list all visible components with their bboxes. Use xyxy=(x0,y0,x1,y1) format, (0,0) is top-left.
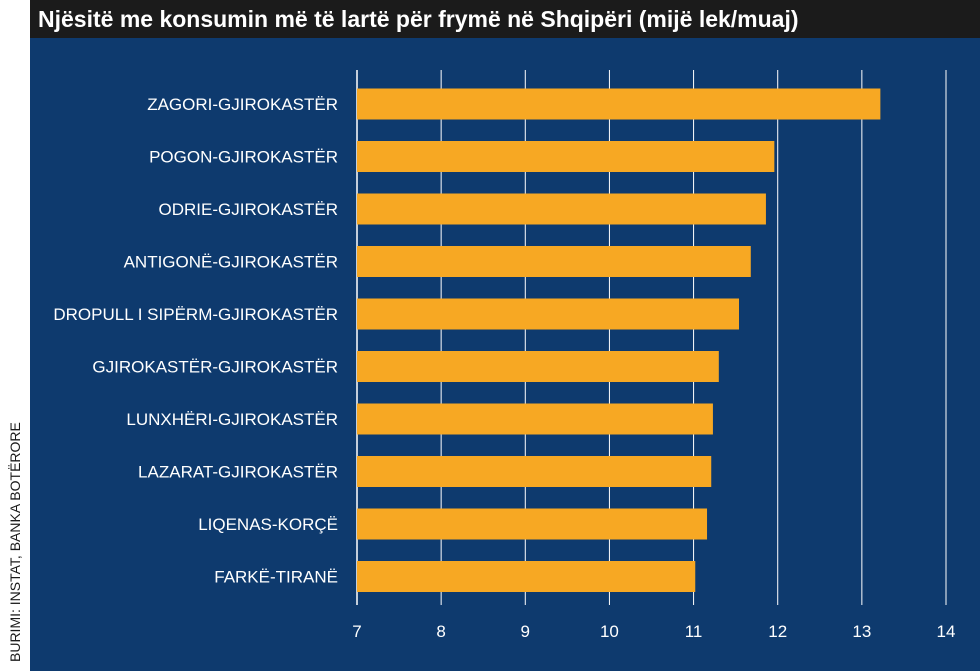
x-tick-label: 13 xyxy=(852,622,871,641)
bar xyxy=(357,193,766,225)
x-tick-label: 10 xyxy=(600,622,619,641)
category-labels: ZAGORI-GJIROKASTËR POGON-GJIROKASTËR ODRIE… xyxy=(53,95,338,587)
x-tick-label: 14 xyxy=(937,622,956,641)
category-label: LAZARAT-GJIROKASTËR xyxy=(138,463,338,482)
x-tick-label: 11 xyxy=(685,622,703,641)
category-label: ANTIGONË-GJIROKASTËR xyxy=(124,253,338,272)
bar xyxy=(357,561,696,592)
category-label: GJIROKASTËR-GJIROKASTËR xyxy=(92,358,338,377)
bar xyxy=(357,351,719,382)
x-tick-label: 8 xyxy=(436,622,445,641)
category-label: LUNXHËRI-GJIROKASTËR xyxy=(126,410,338,429)
category-label: DROPULL I SIPËRM-GJIROKASTËR xyxy=(53,305,338,324)
category-label: ZAGORI-GJIROKASTËR xyxy=(147,95,338,114)
bar xyxy=(357,508,708,540)
category-label: LIQENAS-KORÇË xyxy=(198,515,338,534)
bar xyxy=(357,141,775,172)
bar xyxy=(357,298,740,330)
bar xyxy=(357,403,713,435)
bars xyxy=(357,88,881,592)
x-tick-label: 9 xyxy=(521,622,530,641)
bar xyxy=(357,88,881,120)
chart-title: Njësitë me konsumin më të lartë për frym… xyxy=(30,0,980,38)
category-label: POGON-GJIROKASTËR xyxy=(149,148,338,167)
x-tick-labels: 7 8 9 10 11 12 13 14 xyxy=(352,622,955,641)
x-tick-label: 7 xyxy=(352,622,361,641)
category-label: FARKË-TIRANË xyxy=(214,568,338,587)
x-tick-label: 12 xyxy=(768,622,787,641)
category-label: ODRIE-GJIROKASTËR xyxy=(159,200,338,219)
bar xyxy=(357,246,751,277)
bar xyxy=(357,456,712,487)
